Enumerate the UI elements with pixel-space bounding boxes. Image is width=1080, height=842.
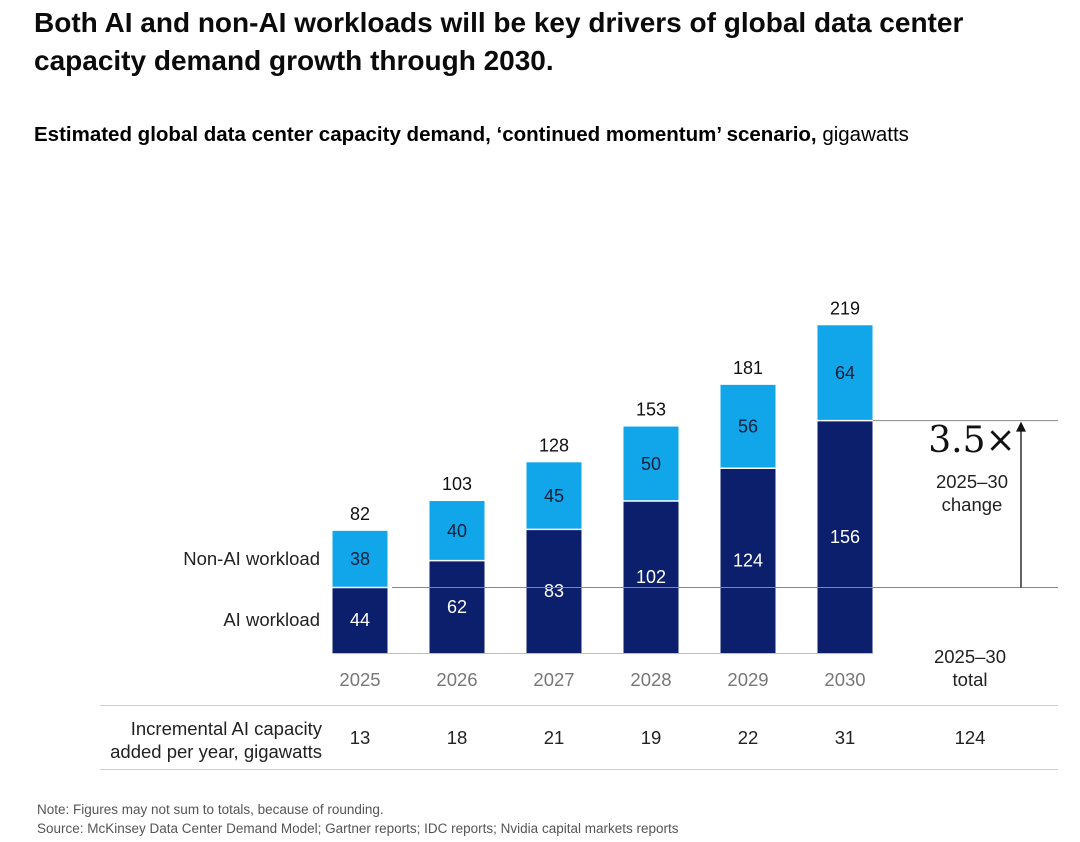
label-ai-2029: 124 bbox=[733, 551, 763, 571]
bar-nonai-2027 bbox=[526, 462, 582, 530]
source-text: Source: McKinsey Data Center Demand Mode… bbox=[37, 821, 679, 836]
change-multiplier: 3.5× bbox=[928, 420, 1015, 461]
legend-nonai-workload: Non-AI workload bbox=[183, 548, 320, 569]
label-ai-2025: 44 bbox=[350, 610, 370, 630]
label-ai-2028: 102 bbox=[636, 567, 666, 587]
table-value-2029: 22 bbox=[738, 727, 759, 748]
change-arrow-head bbox=[1016, 421, 1026, 432]
chart-subtitle: Estimated global data center capacity de… bbox=[34, 122, 909, 148]
x-tick-2029: 2029 bbox=[727, 669, 768, 690]
legend-ai-workload: AI workload bbox=[223, 609, 320, 630]
change-label-line1: 2025–30 bbox=[936, 471, 1008, 492]
label-nonai-2028: 50 bbox=[641, 454, 661, 474]
bar-nonai-2029 bbox=[720, 384, 776, 469]
label-nonai-2027: 45 bbox=[544, 486, 564, 506]
bar-ai-2029 bbox=[720, 468, 776, 653]
note-text: Note: Figures may not sum to totals, bec… bbox=[37, 802, 384, 817]
stacked-bar-chart: 44 38 82 2025 62 40 103 2026 83 45 128 2027 102 50 153… bbox=[100, 298, 1058, 770]
label-ai-2027: 83 bbox=[544, 581, 564, 601]
label-nonai-2025: 38 bbox=[350, 549, 370, 569]
x-tick-2030: 2030 bbox=[824, 669, 865, 690]
total-header-line1: 2025–30 bbox=[934, 646, 1006, 667]
label-total-2025: 82 bbox=[350, 504, 370, 524]
x-tick-2025: 2025 bbox=[339, 669, 380, 690]
bar-nonai-2025 bbox=[332, 530, 388, 588]
table-row-label-line1: Incremental AI capacity bbox=[131, 718, 323, 739]
x-tick-2026: 2026 bbox=[436, 669, 477, 690]
x-tick-2027: 2027 bbox=[533, 669, 574, 690]
subtitle-main: Estimated global data center capacity de… bbox=[34, 123, 817, 146]
label-total-2026: 103 bbox=[442, 474, 472, 494]
label-ai-2030: 156 bbox=[830, 527, 860, 547]
table-value-2028: 19 bbox=[641, 727, 662, 748]
bar-nonai-2028 bbox=[623, 426, 679, 502]
bar-ai-2028 bbox=[623, 501, 679, 653]
bar-ai-2030 bbox=[817, 420, 873, 653]
label-ai-2026: 62 bbox=[447, 597, 467, 617]
x-tick-2028: 2028 bbox=[630, 669, 671, 690]
label-total-2028: 153 bbox=[636, 400, 666, 420]
headline: Both AI and non-AI workloads will be key… bbox=[34, 7, 964, 76]
label-total-2027: 128 bbox=[539, 435, 569, 455]
label-nonai-2030: 64 bbox=[835, 363, 855, 383]
label-nonai-2026: 40 bbox=[447, 521, 467, 541]
label-total-2029: 181 bbox=[733, 358, 763, 378]
bar-nonai-2030 bbox=[817, 325, 873, 421]
table-value-2026: 18 bbox=[447, 727, 468, 748]
table-value-2027: 21 bbox=[544, 727, 565, 748]
table-row-label-line2: added per year, gigawatts bbox=[110, 741, 322, 762]
label-nonai-2029: 56 bbox=[738, 417, 758, 437]
bar-ai-2026 bbox=[429, 560, 485, 653]
bar-nonai-2026 bbox=[429, 501, 485, 561]
footnotes: Note: Figures may not sum to totals, bec… bbox=[37, 800, 679, 838]
table-value-2025: 13 bbox=[350, 727, 371, 748]
bar-ai-2027 bbox=[526, 529, 582, 653]
total-header-line2: total bbox=[953, 669, 988, 690]
subtitle-unit: gigawatts bbox=[822, 123, 909, 146]
label-total-2030: 219 bbox=[830, 298, 860, 318]
change-label-line2: change bbox=[942, 494, 1003, 515]
bar-ai-2025 bbox=[332, 587, 388, 653]
table-value-2030: 31 bbox=[835, 727, 856, 748]
table-value-total: 124 bbox=[955, 727, 986, 748]
